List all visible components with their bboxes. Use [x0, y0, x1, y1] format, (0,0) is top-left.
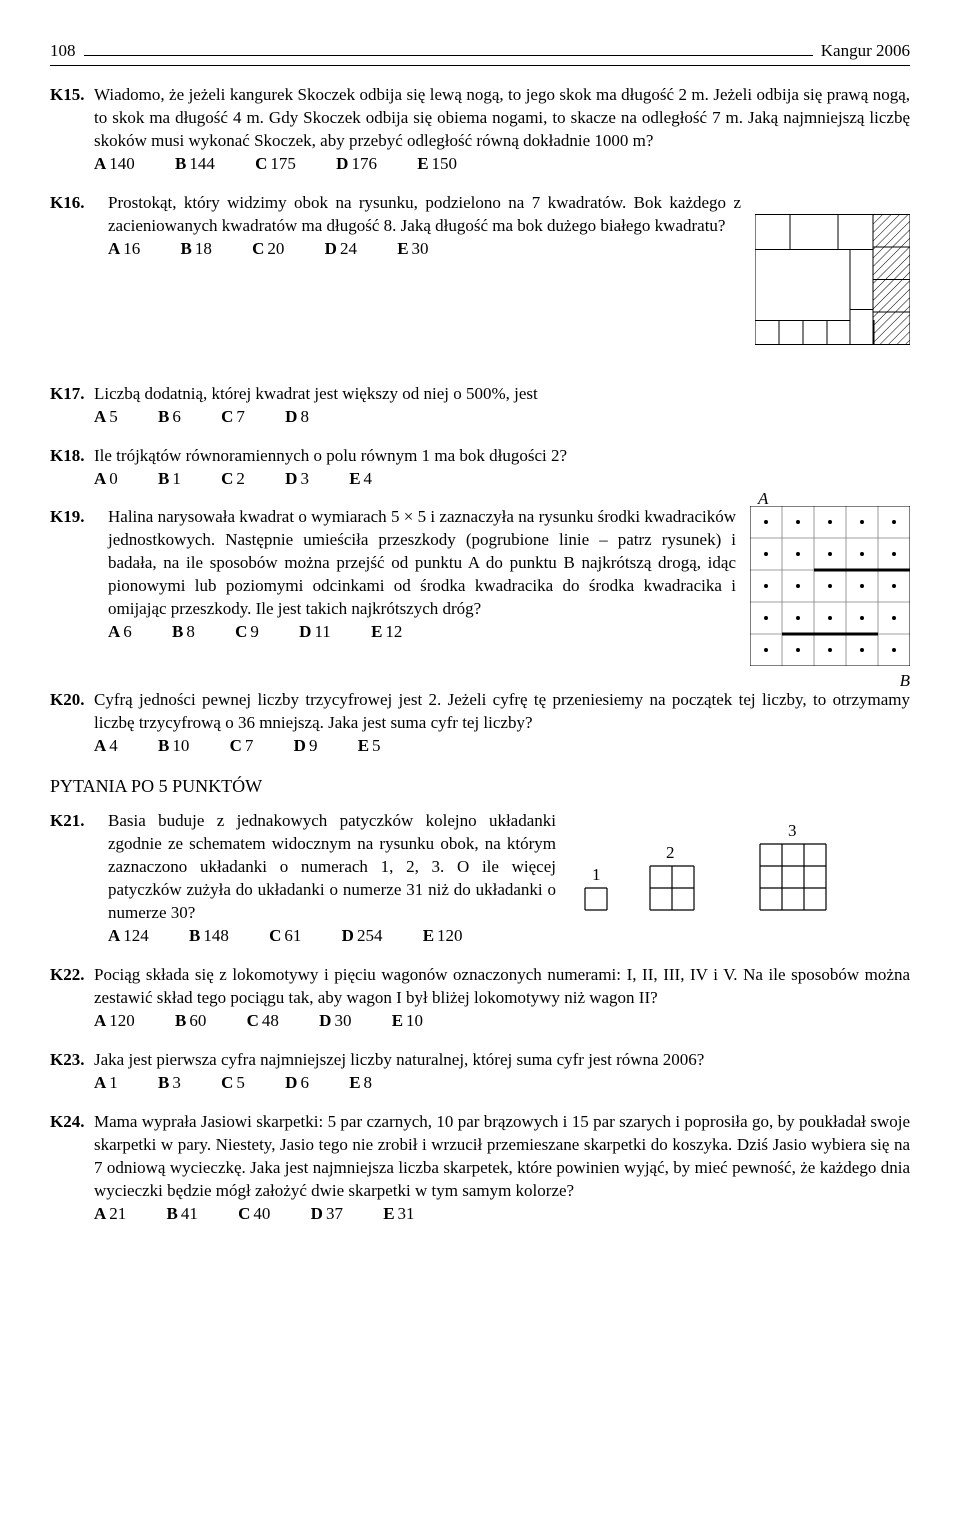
problem-text: Ile trójkątów równoramiennych o polu rów…: [94, 446, 567, 465]
problem-text: Jaka jest pierwsza cyfra najmniejszej li…: [94, 1050, 704, 1069]
answer-row: A124 B148 C61 D254 E120: [108, 926, 499, 945]
figure-k19-wrap: A B: [750, 506, 910, 673]
answer-row: A21 B41 C40 D37 E31: [94, 1204, 451, 1223]
problem-text: Wiadomo, że jeżeli kangurek Skoczek odbi…: [94, 85, 910, 150]
problem-number: K19.: [50, 506, 94, 529]
problem-number: K24.: [50, 1111, 94, 1134]
answer-row: A0 B1 C2 D3 E4: [94, 469, 408, 488]
problem-k22: K22. Pociąg składa się z lokomotywy i pi…: [50, 964, 910, 1033]
answer-row: A120 B60 C48 D30 E10: [94, 1011, 459, 1030]
problem-k16: K16. Prostokąt, który widzimy obok na ry…: [50, 192, 910, 367]
problem-text: Pociąg składa się z lokomotywy i pięciu …: [94, 965, 910, 1007]
problem-number: K18.: [50, 445, 94, 468]
answer-row: A6 B8 C9 D11 E12: [108, 622, 438, 641]
figure-k19-grid: [750, 506, 910, 666]
problem-number: K15.: [50, 84, 94, 107]
problem-number: K23.: [50, 1049, 94, 1072]
problem-k24: K24. Mama wyprała Jasiowi skarpetki: 5 p…: [50, 1111, 910, 1226]
svg-text:2: 2: [666, 843, 675, 862]
problem-text: Cyfrą jedności pewnej liczby trzycyfrowe…: [94, 690, 910, 732]
svg-text:3: 3: [788, 821, 797, 840]
figure-k16-rectangle: [755, 192, 910, 367]
problem-k15: K15. Wiadomo, że jeżeli kangurek Skoczek…: [50, 84, 910, 176]
problem-k18: K18. Ile trójkątów równoramiennych o pol…: [50, 445, 910, 491]
label-A: A: [758, 488, 768, 511]
problem-k20: K20. Cyfrą jedności pewnej liczby trzycy…: [50, 689, 910, 758]
problem-k17: K17. Liczbą dodatnią, której kwadrat jes…: [50, 383, 910, 429]
page-number: 108: [50, 40, 76, 63]
problem-k23: K23. Jaka jest pierwsza cyfra najmniejsz…: [50, 1049, 910, 1095]
problem-text: Basia buduje z jednakowych patyczków kol…: [108, 811, 556, 922]
problem-text: Mama wyprała Jasiowi skarpetki: 5 par cz…: [94, 1112, 910, 1200]
problem-k19: K19. Halina narysowała kwadrat o wymiara…: [50, 506, 910, 673]
header-rule: [84, 55, 813, 56]
problem-number: K21.: [50, 810, 94, 833]
header-title: Kangur 2006: [821, 40, 910, 63]
problem-text: Prostokąt, który widzimy obok na rysunku…: [108, 193, 741, 235]
problem-number: K20.: [50, 689, 94, 712]
section-title-5pt: PYTANIA PO 5 PUNKTÓW: [50, 774, 910, 798]
answer-row: A140 B144 C175 D176 E150: [94, 154, 493, 173]
problem-text: Liczbą dodatnią, której kwadrat jest wię…: [94, 384, 538, 403]
label-B: B: [900, 670, 910, 693]
problem-k21: K21. Basia buduje z jednakowych patyczkó…: [50, 810, 910, 948]
problem-number: K22.: [50, 964, 94, 987]
problem-text: Halina narysowała kwadrat o wymiarach 5 …: [108, 507, 736, 618]
answer-row: A5 B6 C7 D8: [94, 407, 345, 426]
answer-row: A1 B3 C5 D6 E8: [94, 1073, 408, 1092]
answer-row: A4 B10 C7 D9 E5: [94, 736, 417, 755]
answer-row: A16 B18 C20 D24 E30: [108, 239, 465, 258]
problem-number: K16.: [50, 192, 94, 215]
page-header: 108 Kangur 2006: [50, 40, 910, 66]
svg-text:1: 1: [592, 865, 601, 884]
problem-number: K17.: [50, 383, 94, 406]
figure-k21-sticks: 1 2 3: [570, 810, 910, 920]
